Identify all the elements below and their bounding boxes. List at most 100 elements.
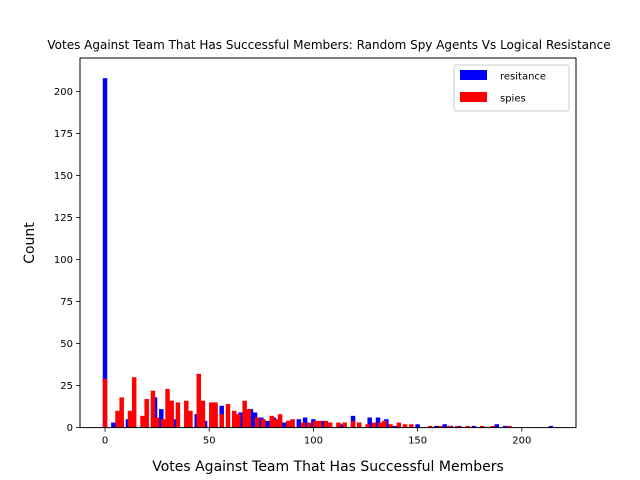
y-tick-label-5: 125: [54, 213, 73, 224]
bar-spies-45: [382, 420, 387, 428]
bar-resitance-22: [281, 422, 287, 428]
bar-spies-6: [144, 399, 149, 428]
bar-spies-8: [154, 417, 160, 428]
bar-spies-55: [479, 425, 485, 428]
bar-spies-49: [409, 424, 414, 428]
bar-spies-47: [396, 422, 402, 428]
bar-spies-0: [102, 378, 108, 428]
bar-spies-40: [350, 420, 356, 428]
plot-area-frame: [79, 57, 577, 429]
bar-resitance-32: [367, 417, 372, 428]
x-tick-label-1: 50: [203, 436, 216, 447]
y-tick-label-2: 50: [60, 339, 73, 350]
bar-spies-54: [465, 425, 470, 428]
bar-spies-32: [300, 422, 306, 428]
bar-spies-1: [115, 410, 120, 428]
bar-resitance-44: [548, 425, 554, 428]
y-tick-label-0: 0: [67, 423, 73, 434]
bar-resitance-6: [159, 409, 164, 428]
bar-spies-57: [507, 425, 512, 428]
bar-spies-18: [213, 402, 218, 428]
bar-spies-20: [225, 404, 231, 428]
x-tick-label-3: 150: [408, 436, 427, 447]
bar-spies-31: [290, 419, 295, 428]
bar-spies-37: [327, 422, 333, 428]
y-axis-ticks: 0 25 50 75 100 125 150 175 200: [54, 87, 80, 434]
bar-spies-42: [365, 424, 370, 428]
bar-spies-15: [196, 373, 202, 428]
bar-resitance-19: [265, 420, 270, 428]
bar-spies-30: [286, 420, 291, 428]
bar-spies-14: [188, 410, 193, 428]
bar-spies-34: [313, 420, 318, 428]
bar-spies-3: [127, 410, 133, 428]
bar-resitance-36: [415, 424, 420, 428]
bar-spies-38: [336, 422, 341, 428]
x-tick-label-2: 100: [304, 436, 323, 447]
bar-spies-23: [242, 400, 247, 428]
y-tick-label-1: 25: [60, 381, 73, 392]
bar-spies-41: [357, 422, 362, 428]
bar-spies-27: [269, 415, 274, 428]
bar-spies-36: [323, 420, 329, 428]
y-tick-label-3: 75: [60, 297, 73, 308]
bar-spies-25: [254, 417, 260, 428]
bar-spies-48: [402, 424, 408, 428]
bar-spies-10: [165, 388, 170, 428]
bar-spies-35: [317, 420, 322, 428]
bar-spies-19: [219, 414, 224, 428]
bar-resitance-24: [296, 419, 302, 428]
x-axis-ticks: 0 50 100 150 200: [102, 427, 531, 447]
y-tick-label-8: 200: [54, 87, 73, 98]
bar-spies-46: [388, 424, 393, 428]
bar-spies-17: [209, 402, 214, 428]
bar-spies-56: [490, 425, 495, 428]
bar-spies-13: [184, 400, 189, 428]
bar-spies-26: [261, 419, 266, 428]
legend-label-spies: spies: [500, 94, 526, 105]
x-axis-label: Votes Against Team That Has Successful M…: [152, 459, 504, 475]
bar-resitance-35: [392, 425, 397, 428]
bar-spies-52: [446, 425, 452, 428]
x-tick-label-0: 0: [102, 436, 108, 447]
bar-spies-28: [273, 419, 279, 428]
y-axis-label: Count: [22, 222, 38, 264]
y-tick-label-6: 150: [54, 171, 73, 182]
bar-resitance-38: [442, 424, 447, 428]
bar-spies-33: [307, 422, 312, 428]
bar-spies-51: [438, 425, 443, 428]
y-tick-label-4: 100: [54, 255, 73, 266]
bar-spies-5: [140, 415, 145, 428]
bar-spies-12: [175, 402, 181, 428]
bar-spies-44: [377, 422, 383, 428]
x-tick-label-4: 200: [512, 436, 531, 447]
chart-title: Votes Against Team That Has Successful M…: [47, 38, 610, 52]
bar-spies-24: [246, 409, 252, 428]
legend-swatch-resitance: [460, 70, 487, 80]
bar-spies-2: [119, 397, 124, 428]
bar-spies-29: [277, 414, 283, 428]
bar-spies-9: [161, 419, 166, 428]
bar-resitance-1: [111, 422, 116, 428]
bar-spies-16: [200, 400, 206, 428]
bar-spies-50: [427, 425, 433, 428]
bars-group: [102, 78, 554, 428]
bar-spies-4: [131, 377, 137, 428]
bar-spies-43: [371, 422, 377, 428]
bar-spies-39: [342, 422, 347, 428]
legend-label-resitance: resitance: [500, 72, 546, 83]
legend-swatch-spies: [460, 92, 487, 102]
bar-spies-53: [454, 425, 460, 428]
bar-resitance-0: [102, 78, 108, 428]
bar-resitance-37: [434, 425, 439, 428]
bar-spies-21: [231, 410, 237, 428]
bar-spies-11: [169, 400, 174, 428]
bar-resitance-43: [502, 425, 508, 428]
bar-resitance-41: [471, 425, 477, 428]
y-tick-label-7: 175: [54, 129, 73, 140]
legend: resitance spies: [453, 64, 570, 112]
bar-resitance-42: [494, 424, 500, 428]
bar-spies-7: [150, 390, 156, 428]
bar-spies-22: [236, 414, 241, 428]
